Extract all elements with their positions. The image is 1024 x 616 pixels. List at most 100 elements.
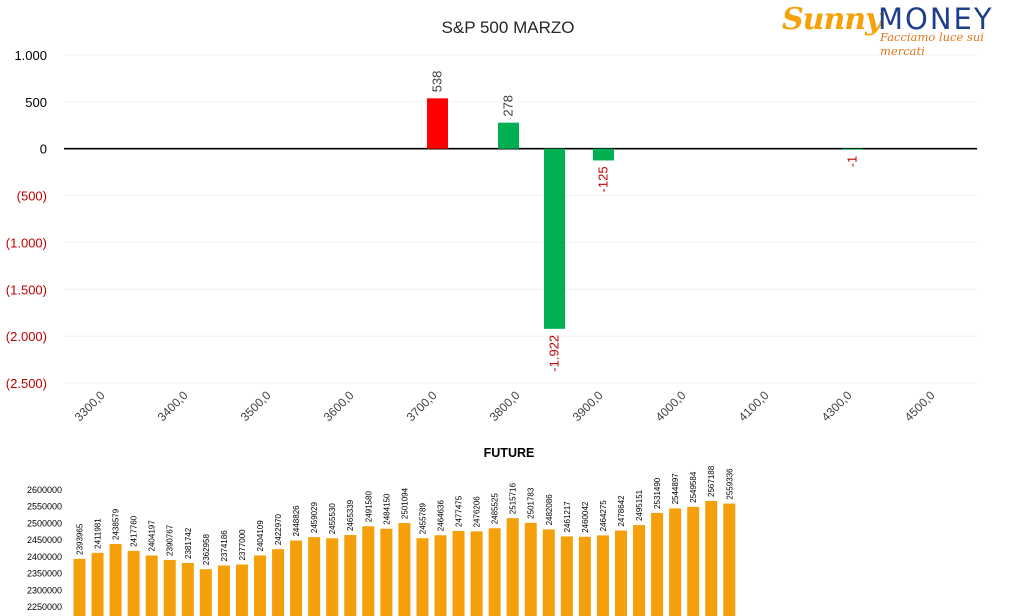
future-title: FUTURE bbox=[484, 446, 535, 460]
future-bar bbox=[633, 525, 646, 616]
future-bar bbox=[145, 555, 158, 616]
future-bar bbox=[596, 535, 609, 616]
future-bar-label: 2448826 bbox=[292, 505, 301, 537]
future-bar bbox=[434, 535, 447, 616]
future-y-tick-label: 2300000 bbox=[27, 585, 62, 595]
bar-data-label: -125 bbox=[596, 166, 611, 192]
future-bar bbox=[723, 503, 736, 616]
future-bar-label: 2501783 bbox=[527, 487, 536, 519]
future-bar bbox=[705, 500, 718, 616]
bar bbox=[842, 148, 863, 150]
future-bar bbox=[669, 508, 682, 616]
y-tick-label: 500 bbox=[25, 95, 47, 110]
future-bar-label: 2390767 bbox=[166, 524, 175, 556]
future-bar bbox=[452, 530, 465, 616]
future-bar bbox=[181, 562, 194, 616]
future-bar bbox=[308, 537, 321, 616]
future-bar-label: 2476206 bbox=[473, 496, 482, 528]
bar-data-label: -1 bbox=[845, 156, 860, 168]
future-bar-label: 2515716 bbox=[509, 482, 518, 514]
sp500-marzo-chart: S&P 500 MARZO 1.000 500 0 (500) (1.000) (1.500… bbox=[6, 18, 977, 424]
future-y-tick-label: 2250000 bbox=[27, 602, 62, 612]
future-bar-label: 2477475 bbox=[455, 495, 464, 527]
future-y-tick-label: 2550000 bbox=[27, 502, 62, 512]
future-bar-label: 2417760 bbox=[130, 515, 139, 547]
y-tick-label: 0 bbox=[40, 142, 47, 157]
bar-data-label: 538 bbox=[430, 71, 445, 93]
bar bbox=[498, 122, 519, 149]
future-bar-label: 2362958 bbox=[202, 534, 211, 566]
future-bar-label: 2377000 bbox=[238, 529, 247, 561]
future-bar bbox=[687, 506, 700, 616]
future-y-tick-label: 2500000 bbox=[27, 518, 62, 528]
future-bar-label: 2484150 bbox=[382, 493, 391, 525]
future-bar bbox=[109, 543, 122, 616]
future-bar bbox=[73, 558, 86, 616]
future-bar bbox=[217, 565, 230, 616]
future-y-tick-label: 2600000 bbox=[27, 485, 62, 495]
future-bar-label: 2559336 bbox=[725, 468, 734, 500]
y-tick-label: 1.000 bbox=[14, 48, 47, 63]
future-bar bbox=[362, 526, 375, 616]
future-bar-label: 2567188 bbox=[707, 465, 716, 497]
y-tick-label: (500) bbox=[17, 189, 47, 204]
future-bar bbox=[254, 555, 266, 616]
future-bar-label: 2411981 bbox=[94, 518, 103, 549]
future-bar bbox=[488, 528, 501, 616]
future-y-tick-label: 2400000 bbox=[27, 552, 62, 562]
future-bar bbox=[542, 529, 555, 616]
future-bar bbox=[560, 536, 573, 616]
future-bar bbox=[524, 522, 537, 616]
future-bar bbox=[272, 549, 285, 616]
future-y-tick-label: 2450000 bbox=[27, 535, 62, 545]
future-bar-label: 2491580 bbox=[364, 491, 373, 523]
future-bar-label: 2478642 bbox=[617, 495, 626, 527]
y-tick-label: (1.000) bbox=[6, 235, 47, 250]
bar bbox=[544, 148, 565, 329]
future-bar-label: 2501094 bbox=[400, 487, 409, 519]
sunny-money-logo: Sunny MONEY Facciamo luce sui mercati bbox=[782, 2, 1012, 58]
future-bar bbox=[578, 536, 591, 616]
future-bar bbox=[163, 559, 176, 616]
future-bar bbox=[470, 531, 483, 616]
bar-data-label: -1.922 bbox=[547, 335, 562, 372]
future-bar-label: 2459029 bbox=[310, 501, 319, 533]
future-bar-label: 2531490 bbox=[653, 477, 662, 509]
future-bar bbox=[615, 530, 627, 616]
future-bar-label: 2485525 bbox=[491, 493, 500, 525]
future-bar-label: 2374186 bbox=[220, 530, 229, 562]
future-bar-label: 2495151 bbox=[635, 489, 644, 521]
future-bar-label: 2422970 bbox=[274, 513, 283, 545]
logo-brand-left: Sunny bbox=[782, 2, 883, 37]
future-bar-label: 2464636 bbox=[437, 500, 446, 532]
future-bar bbox=[235, 564, 248, 616]
future-bar bbox=[127, 550, 140, 616]
future-bar-label: 2404197 bbox=[148, 520, 157, 552]
future-bar-label: 2393965 bbox=[76, 523, 85, 555]
future-bar-label: 2465339 bbox=[346, 499, 355, 531]
y-tick-label: (2.000) bbox=[6, 329, 47, 344]
future-bar bbox=[290, 540, 303, 616]
y-tick-label: (1.500) bbox=[6, 282, 47, 297]
future-bar-label: 2549584 bbox=[689, 471, 698, 503]
future-bar bbox=[326, 538, 339, 616]
future-bar bbox=[416, 538, 429, 616]
future-bar-label: 2460042 bbox=[581, 501, 590, 533]
y-tick-label: (2.500) bbox=[6, 376, 47, 391]
future-bar-label: 2381742 bbox=[184, 527, 193, 559]
future-bar-label: 2464275 bbox=[599, 500, 608, 532]
future-bar-label: 2482086 bbox=[545, 494, 554, 526]
future-bar bbox=[380, 528, 393, 616]
future-y-tick-label: 2350000 bbox=[27, 569, 62, 579]
chart-title: S&P 500 MARZO bbox=[442, 18, 575, 37]
logo-tagline: Facciamo luce sui mercati bbox=[880, 30, 984, 58]
bar bbox=[593, 148, 614, 161]
future-bar bbox=[344, 535, 357, 616]
future-bar-label: 2455789 bbox=[418, 503, 427, 535]
future-bar bbox=[651, 512, 664, 616]
future-bar bbox=[91, 552, 104, 616]
future-bar bbox=[506, 518, 519, 616]
future-bar-label: 2438579 bbox=[112, 508, 121, 540]
future-bar-label: 2455530 bbox=[328, 503, 337, 535]
